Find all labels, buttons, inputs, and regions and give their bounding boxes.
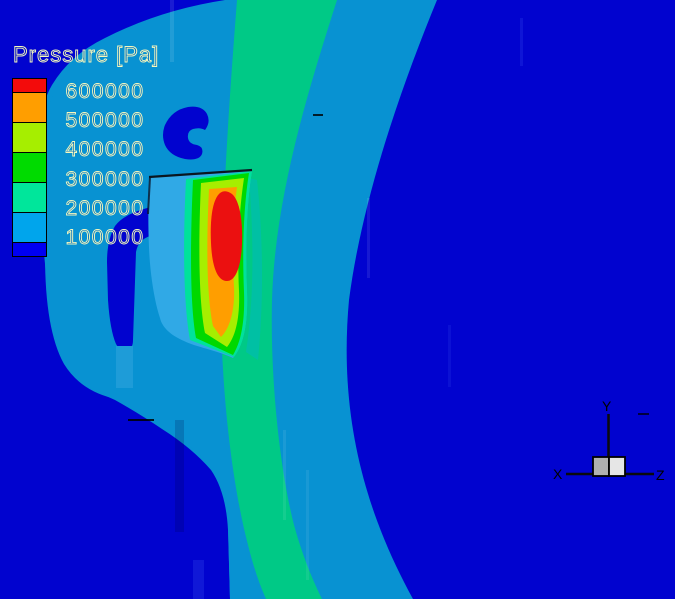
teal-strip-region [246, 178, 263, 360]
legend-tick-label: 600000 [65, 80, 145, 104]
dark-blob-region [163, 106, 209, 160]
blade-tip-edge-line [148, 168, 253, 179]
axis-x-label: X [553, 466, 563, 482]
legend-tick-label: 500000 [65, 109, 145, 133]
casing-disc-dark-region [346, 0, 675, 599]
legend-title: Pressure [Pa] [13, 42, 160, 68]
legend-tick-label: 200000 [65, 196, 145, 220]
legend-color-band [13, 183, 46, 213]
legend-color-band [13, 213, 46, 243]
axis-y-label: Y [602, 398, 612, 414]
light-blue-bridge-patch [116, 346, 133, 388]
legend-tick-label: 300000 [65, 167, 145, 191]
legend-color-band [13, 153, 46, 183]
blade-contour-red-hotspot [210, 191, 243, 282]
legend-color-band [13, 243, 46, 256]
legend-tick-label: 400000 [65, 138, 145, 162]
dark-left-region [0, 0, 230, 599]
legend-color-bar [12, 78, 47, 257]
blade-leading-edge-line [147, 176, 151, 215]
legend-tick-label: 100000 [65, 225, 145, 249]
legend-tick-labels: 600000 500000 400000 300000 200000 10000… [57, 77, 153, 252]
legend-color-band [13, 93, 46, 123]
triad-cube-right-face [608, 456, 626, 477]
blade-surface [147, 168, 253, 358]
axis-z-label: Z [656, 467, 665, 483]
axis-triad: Y Z X [553, 398, 665, 483]
mesh-seam-artifacts [128, 0, 649, 599]
legend-color-band [13, 123, 46, 153]
legend-color-band [13, 79, 46, 93]
green-pressure-band [220, 0, 337, 599]
triad-cube-left-face [592, 456, 610, 477]
dark-stripe-region [107, 203, 184, 351]
